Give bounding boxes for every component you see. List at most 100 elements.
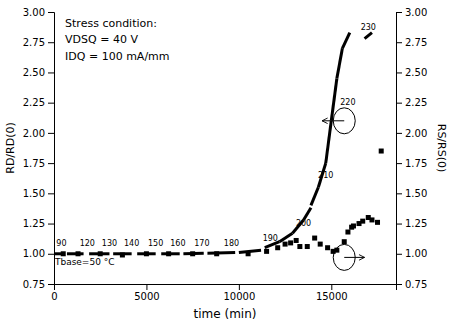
- tick: 1.25: [23, 218, 54, 229]
- point: [288, 240, 293, 245]
- temperature-label: 210: [318, 171, 333, 180]
- x-axis-title: time (min): [194, 307, 257, 321]
- point: [360, 219, 365, 224]
- tick: 2.00: [396, 128, 427, 139]
- temperature-label: 140: [124, 239, 139, 248]
- line-segment: [342, 33, 349, 49]
- tick: 0: [51, 284, 57, 302]
- tick-mark: [48, 284, 54, 285]
- point: [246, 251, 251, 256]
- line-segment: [183, 252, 203, 256]
- temperature-label: 190: [263, 234, 278, 243]
- tick-label: 0.75: [405, 279, 427, 290]
- tick: 2.50: [23, 67, 54, 78]
- point: [264, 249, 269, 254]
- annotations: 90120130140150160170180190200210220230Tb…: [54, 17, 376, 271]
- line-segment: [304, 208, 311, 220]
- tick: 1.75: [396, 158, 427, 169]
- point: [144, 251, 149, 256]
- temperature-label: 200: [296, 219, 311, 228]
- tick: 10000: [223, 284, 255, 302]
- tick-label: 1.50: [23, 188, 45, 199]
- tick-label: 2.75: [23, 37, 45, 48]
- tick-mark: [396, 103, 402, 104]
- axis-line: [48, 13, 55, 285]
- point: [294, 238, 299, 243]
- point: [120, 252, 125, 257]
- temperature-label: 150: [148, 239, 163, 248]
- point: [297, 244, 302, 249]
- tick-mark: [396, 42, 402, 43]
- tick-mark: [48, 133, 54, 134]
- tick-mark: [396, 254, 402, 255]
- tick-label: 1.75: [23, 158, 45, 169]
- temperature-label: 90: [56, 239, 66, 248]
- tick-label: 2.25: [23, 97, 45, 108]
- point: [318, 242, 323, 247]
- tick: 2.75: [396, 37, 427, 48]
- line-segment: [67, 252, 84, 255]
- annotation-text: Tbase=50 °C: [54, 257, 115, 267]
- temperature-label: 180: [224, 239, 239, 248]
- tick: 2.00: [23, 128, 54, 139]
- tick-label: 2.00: [405, 128, 427, 139]
- temperature-label: 120: [80, 239, 95, 248]
- tick: 2.50: [396, 67, 427, 78]
- tick: 2.25: [23, 97, 54, 108]
- tick-label: 3.00: [23, 7, 45, 18]
- tick: 0.75: [396, 279, 427, 290]
- point: [166, 251, 171, 256]
- line-segment: [311, 187, 318, 205]
- point: [342, 239, 347, 244]
- tick: 1.75: [23, 158, 54, 169]
- tick-label: 0.75: [23, 279, 45, 290]
- tick-mark: [396, 193, 402, 194]
- annotation-text: IDQ = 100 mA/mm: [65, 50, 169, 63]
- tick: 15000: [316, 284, 348, 302]
- tick: 1.00: [23, 248, 54, 259]
- tick-mark: [146, 284, 147, 290]
- y-axis: 0.75 1.00 1.25 1.50 1.75 2.00 2.25 2.50 2.75 3.00: [23, 7, 55, 290]
- temperature-label: 160: [170, 239, 185, 248]
- tick: 3.00: [23, 7, 54, 18]
- axis-line: [397, 13, 403, 285]
- x-axis: 050001000015000: [51, 284, 396, 302]
- tick-label: 1.00: [23, 248, 45, 259]
- point: [312, 236, 317, 241]
- point: [61, 251, 66, 256]
- temperature-label: 220: [340, 98, 355, 107]
- point: [369, 217, 374, 222]
- tick-mark: [239, 284, 240, 290]
- point: [275, 245, 280, 250]
- tick-mark: [396, 224, 402, 225]
- tick-mark: [48, 103, 54, 104]
- y2-axis-title: RS/RS(0): [435, 124, 448, 173]
- tick-mark: [48, 193, 54, 194]
- tick-label: 1.75: [405, 158, 427, 169]
- chart: 0500010000150000.751.001.251.501.752.002…: [0, 0, 450, 324]
- tick-mark: [48, 42, 54, 43]
- annotation-text: Stress condition:: [65, 17, 157, 30]
- temperature-label: 170: [194, 239, 209, 248]
- tick-label: 2.50: [405, 67, 427, 78]
- tick-label: 2.00: [23, 128, 45, 139]
- tick-label: 2.25: [405, 97, 427, 108]
- tick-mark: [48, 254, 54, 255]
- tick-label: 3.00: [405, 7, 427, 18]
- tick-mark: [396, 163, 402, 164]
- y-axis-title: RD/RD(0): [4, 122, 17, 174]
- annotation-arrow: [322, 120, 344, 121]
- tick: 1.50: [396, 188, 427, 199]
- tick-label: 1.25: [405, 218, 427, 229]
- annotation-arrow: [344, 257, 364, 258]
- axis-line: [55, 285, 397, 291]
- tick: 2.25: [396, 97, 427, 108]
- tick-mark: [48, 72, 54, 73]
- point: [283, 242, 288, 247]
- tick: 2.75: [23, 37, 54, 48]
- tick-label: 2.75: [405, 37, 427, 48]
- tick: 1.50: [23, 188, 54, 199]
- line-segment: [326, 121, 332, 163]
- tick-mark: [48, 163, 54, 164]
- tick-label: 0: [51, 291, 57, 302]
